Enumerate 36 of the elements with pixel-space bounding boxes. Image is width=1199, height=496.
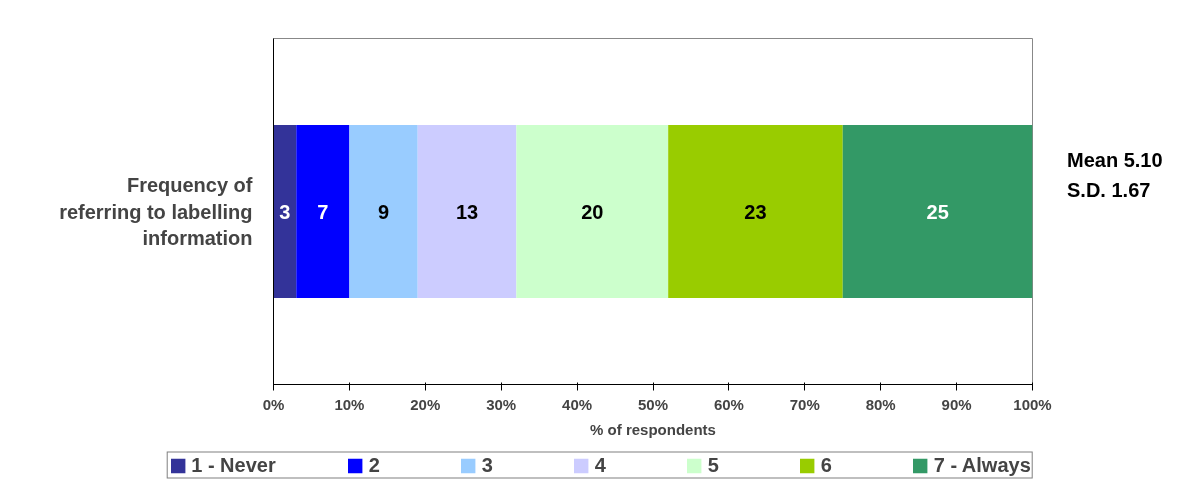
x-tick-label: 60% [713, 395, 744, 413]
x-tick-label: 50% [637, 395, 669, 413]
bar [516, 125, 669, 298]
bar [668, 125, 843, 298]
bar [842, 125, 1033, 298]
x-axis-title: % of respondents [590, 420, 716, 438]
x-tick-label: 40% [562, 395, 593, 413]
data-label: 3 [279, 200, 291, 223]
x-tick-label: 30% [486, 395, 517, 413]
x-tick-label: 0% [262, 395, 285, 413]
data-label: 7 [317, 200, 329, 223]
data-label: 20 [581, 200, 604, 223]
legend-label: 2 [368, 453, 381, 477]
legend-label: 3 [481, 453, 494, 477]
text: S.D. 1.67 [1067, 179, 1151, 201]
legend-label: 6 [820, 453, 833, 477]
data-label: 9 [377, 200, 390, 223]
legend-label: 5 [707, 453, 720, 477]
data-label: 25 [926, 200, 949, 223]
x-tick-label: 10% [334, 395, 365, 413]
y-tick-label: Frequency of referring to labelling information [59, 174, 253, 249]
x-tick-label: 90% [941, 395, 972, 413]
text: Mean 5.10 [1067, 149, 1163, 171]
x-tick-label: 20% [410, 395, 441, 413]
bar [273, 125, 297, 298]
bar [349, 125, 418, 298]
data-label: 13 [455, 200, 479, 223]
bar [417, 125, 517, 298]
x-tick-label: 70% [789, 395, 820, 413]
legend-label: 4 [594, 453, 607, 477]
legend-label: 1 - Never [191, 453, 276, 477]
bar [296, 125, 350, 298]
x-tick-label: 100% [1013, 395, 1052, 413]
legend-label: 7 - Always [933, 453, 1031, 477]
x-tick-label: 80% [865, 395, 896, 413]
data-label: 23 [744, 200, 767, 223]
